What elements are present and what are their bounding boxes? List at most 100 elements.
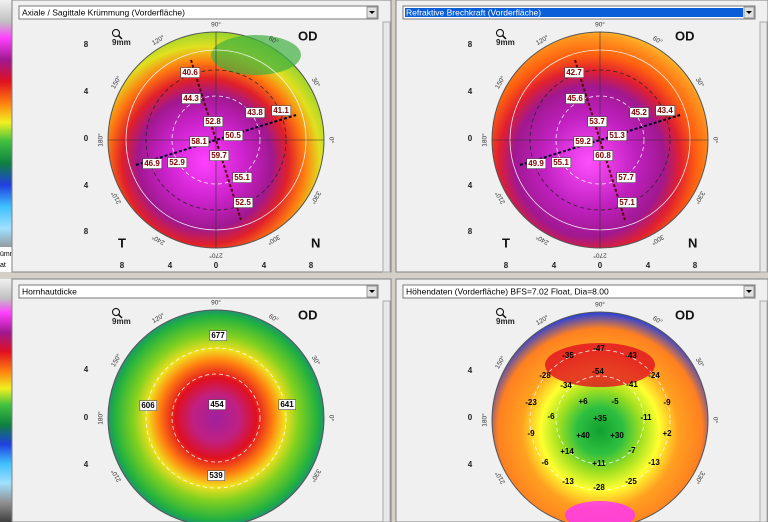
map-value: 52.8 xyxy=(205,117,221,126)
magnifier-icon xyxy=(496,308,504,316)
map-value: 41.1 xyxy=(273,106,289,115)
dropdown-text: Höhendaten (Vorderfläche) BFS=7.02 Float… xyxy=(406,286,609,296)
map-value: -47 xyxy=(593,344,605,353)
value-box xyxy=(565,93,586,104)
map-value: 606 xyxy=(141,401,155,410)
angle-label: 270° xyxy=(209,251,223,259)
angle-label: 0° xyxy=(711,137,719,144)
y-tick-label: 4 xyxy=(468,460,473,469)
magnifier-icon xyxy=(117,313,123,319)
angle-label: 180° xyxy=(481,133,489,147)
y-tick-label: 0 xyxy=(84,413,89,422)
temporal-label: T xyxy=(118,235,126,250)
value-box xyxy=(232,172,253,183)
x-tick-label: 8 xyxy=(309,261,314,270)
map-value: -25 xyxy=(625,477,637,486)
panel: Refraktive Brechkraft (Vorderfläche) OD 9m… xyxy=(395,0,768,273)
map-value: 51.3 xyxy=(609,131,625,140)
steep-axis xyxy=(190,59,242,221)
dropdown-arrow xyxy=(746,290,752,293)
map-value: 57.7 xyxy=(618,173,634,182)
value-box xyxy=(223,130,244,141)
topography-map xyxy=(491,311,709,522)
dropdown-text: Refraktive Brechkraft (Vorderfläche) xyxy=(406,7,541,17)
map-region xyxy=(545,343,655,387)
angle-label: 180° xyxy=(97,411,105,425)
scrollbar[interactable] xyxy=(759,21,768,273)
x-tick-label: 4 xyxy=(646,261,651,270)
map-value: -28 xyxy=(593,483,605,492)
map-value: -9 xyxy=(663,398,671,407)
eye-label: OD xyxy=(675,28,695,43)
x-tick-label: 0 xyxy=(598,261,603,270)
map-value: -54 xyxy=(592,367,604,376)
dropdown[interactable] xyxy=(18,284,379,299)
dropdown[interactable] xyxy=(402,284,756,299)
value-box xyxy=(203,116,224,127)
color-scale xyxy=(0,279,12,522)
steep-axis xyxy=(574,59,626,221)
y-tick-label: 4 xyxy=(84,460,89,469)
map-value: 43.8 xyxy=(247,108,263,117)
value-box xyxy=(616,172,637,183)
magnifier-icon xyxy=(117,34,123,40)
angle-label: 90° xyxy=(211,299,221,307)
map-value: 539 xyxy=(209,471,223,480)
map-value: 60.8 xyxy=(595,151,611,160)
map-value: -41 xyxy=(626,380,638,389)
ring xyxy=(171,373,261,463)
y-tick-label: 0 xyxy=(468,413,473,422)
map-value: +30 xyxy=(610,431,624,440)
map-value: 58.1 xyxy=(191,137,207,146)
map-value: -6 xyxy=(547,412,555,421)
flat-axis xyxy=(519,114,681,166)
scrollbar[interactable] xyxy=(382,300,391,522)
panel: HornhautdickeOD9mm40490°60°30°0°330°210°… xyxy=(11,278,392,522)
map-value: +35 xyxy=(593,414,607,423)
ring xyxy=(529,349,671,491)
y-tick-label: 4 xyxy=(84,365,89,374)
temporal-label: T xyxy=(502,235,510,250)
map-value: 45.2 xyxy=(631,108,647,117)
ring xyxy=(145,347,287,489)
map-value: 43.4 xyxy=(657,106,673,115)
angle-label: 90° xyxy=(211,21,221,29)
map-value: +6 xyxy=(578,397,588,406)
map-value: 57.1 xyxy=(619,198,635,207)
x-tick-label: 8 xyxy=(693,261,698,270)
x-tick-label: 0 xyxy=(214,261,219,270)
topography-map xyxy=(107,31,325,249)
value-box xyxy=(209,330,227,341)
value-box xyxy=(573,136,594,147)
value-box xyxy=(139,400,157,411)
eye-label: OD xyxy=(298,28,318,43)
dropdown[interactable] xyxy=(18,5,379,20)
value-box xyxy=(587,116,608,127)
map-value: +2 xyxy=(662,429,672,438)
map-value: +14 xyxy=(560,447,574,456)
value-box xyxy=(207,470,225,481)
y-tick-label: 0 xyxy=(468,134,473,143)
map-value: 52.5 xyxy=(235,198,251,207)
map-value: -23 xyxy=(525,398,537,407)
angle-label: 180° xyxy=(481,413,489,427)
map-value: +11 xyxy=(592,459,606,468)
scale-label: 9mm xyxy=(112,38,131,47)
map-value: -34 xyxy=(560,381,572,390)
y-tick-label: 8 xyxy=(468,40,473,49)
map-value: -35 xyxy=(562,351,574,360)
dropdown-arrow xyxy=(369,11,375,14)
magnifier-icon xyxy=(496,29,504,37)
value-box xyxy=(607,130,628,141)
dropdown-arrow xyxy=(746,11,752,14)
scrollbar[interactable] xyxy=(759,300,768,522)
x-tick-label: 4 xyxy=(262,261,267,270)
nasal-label: N xyxy=(688,235,697,250)
value-box xyxy=(593,150,614,161)
map-value: -24 xyxy=(648,371,660,380)
y-tick-label: 4 xyxy=(468,366,473,375)
scrollbar[interactable] xyxy=(382,21,391,273)
map-value: 49.9 xyxy=(528,159,544,168)
value-box xyxy=(208,399,226,410)
